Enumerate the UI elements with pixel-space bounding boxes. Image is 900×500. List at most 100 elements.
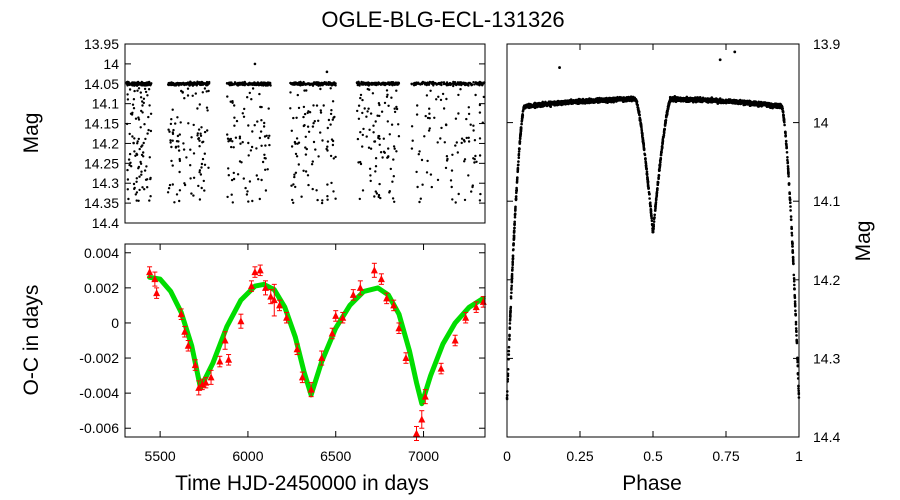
light-curve-point <box>470 190 473 193</box>
light-curve-point <box>361 189 365 192</box>
light-curve-point <box>385 89 389 92</box>
light-curve-point <box>242 115 246 119</box>
light-curve-point <box>244 186 247 190</box>
light-curve-point <box>444 166 448 170</box>
phased-point <box>793 283 796 287</box>
light-curve-point <box>257 178 260 181</box>
light-curve-point <box>182 148 186 151</box>
light-curve-point <box>315 104 319 107</box>
light-curve-point <box>311 83 314 86</box>
light-curve-point <box>194 92 197 95</box>
light-curve-point <box>292 116 295 120</box>
phased-point <box>531 105 535 108</box>
phased-point <box>648 197 651 200</box>
light-curve-point <box>428 80 432 84</box>
oc-data-point <box>195 383 203 391</box>
light-curve-point <box>167 187 171 190</box>
phased-point <box>791 251 794 254</box>
light-curve-point <box>134 193 137 196</box>
light-curve-point <box>412 84 416 87</box>
light-curve-point <box>389 167 392 171</box>
light-curve-point <box>331 83 334 87</box>
oc-data-points <box>146 262 487 442</box>
phased-point <box>510 274 514 278</box>
phased-point <box>665 110 669 114</box>
phased-point <box>793 303 797 307</box>
phased-outlier <box>718 58 722 62</box>
phased-point <box>781 110 785 114</box>
light-curve-point <box>294 152 298 156</box>
light-curve-point <box>171 82 175 86</box>
light-curve-point <box>369 147 373 150</box>
light-curve-point <box>231 201 234 204</box>
oc-data-point <box>237 317 245 325</box>
phased-point <box>642 147 646 151</box>
light-curve-point <box>474 81 478 84</box>
light-curve-point <box>307 183 310 187</box>
oc-data-point <box>462 313 470 321</box>
light-curve-point <box>386 120 389 123</box>
light-curve-point <box>293 175 296 179</box>
phased-point <box>517 156 521 160</box>
phased-point <box>660 145 664 148</box>
oc-data-point <box>383 294 391 302</box>
light-curve-point <box>135 199 138 202</box>
phased-point <box>519 131 522 135</box>
light-curve-point <box>320 83 324 87</box>
oc-data-point <box>421 392 429 400</box>
phased-point <box>646 177 649 180</box>
light-curve-point <box>200 126 203 129</box>
light-curve-point <box>149 112 153 116</box>
oc-data-point <box>451 336 459 344</box>
light-curve-point <box>146 94 149 97</box>
light-curve-point <box>456 82 460 85</box>
light-curve-point <box>295 137 299 140</box>
oc-data-point <box>207 373 215 381</box>
phased-point <box>509 305 513 309</box>
phased-point <box>782 118 786 122</box>
light-curve-point <box>410 125 414 128</box>
light-curve-point <box>203 130 207 134</box>
phased-point <box>521 113 524 116</box>
oc-x-ticks: 5500 6000 6500 7000 <box>145 244 439 464</box>
light-curve-point <box>198 103 201 106</box>
phased-point <box>752 100 755 104</box>
light-curve-point <box>258 197 261 201</box>
light-curve-point <box>473 83 476 86</box>
phased-outlier <box>733 50 737 54</box>
phased-x-label: Phase <box>622 472 682 495</box>
light-curve-point <box>374 120 377 123</box>
light-curve-point <box>427 83 431 87</box>
phased-point <box>709 100 713 103</box>
light-curve-point <box>331 143 335 147</box>
phased-point <box>793 287 796 291</box>
light-curve-point <box>326 195 329 198</box>
light-curve-point <box>322 104 325 107</box>
phased-point <box>508 333 511 337</box>
light-curve-point <box>198 171 201 174</box>
light-curve-point <box>383 151 386 154</box>
phased-point <box>787 175 790 178</box>
light-curve-y-label: Mag <box>20 113 43 154</box>
phased-point <box>571 99 575 102</box>
light-curve-point <box>127 197 130 201</box>
light-curve-point <box>203 189 206 192</box>
phased-point <box>515 186 518 190</box>
phased-point <box>510 284 513 288</box>
light-curve-point <box>365 115 368 118</box>
light-curve-point <box>386 155 390 159</box>
phased-point <box>649 204 652 208</box>
phased-point <box>507 345 511 349</box>
phased-point <box>786 165 790 168</box>
phased-point <box>516 176 519 179</box>
phased-point <box>746 99 749 103</box>
light-curve-point <box>329 154 333 158</box>
light-curve-point <box>319 111 323 114</box>
light-curve-point <box>231 140 234 143</box>
oc-data-point <box>256 266 264 274</box>
phased-point <box>508 315 512 318</box>
light-curve-point <box>230 193 233 196</box>
light-curve-point <box>167 128 170 131</box>
phased-point <box>638 113 641 117</box>
oc-data-point <box>261 283 269 291</box>
